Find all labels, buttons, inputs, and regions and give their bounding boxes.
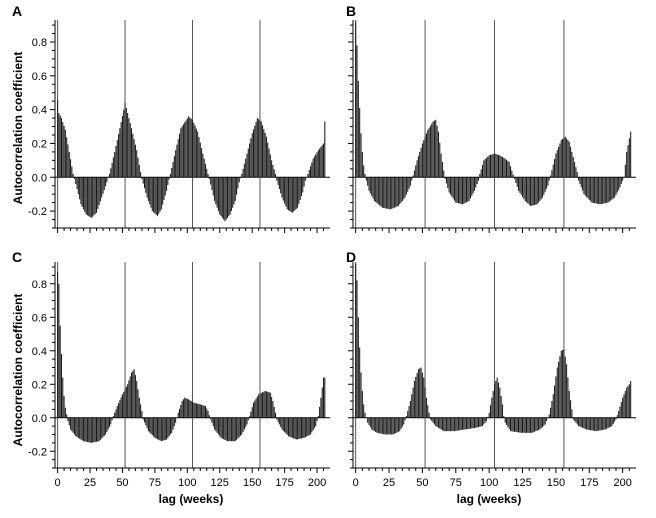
x-tick-label: 200 <box>308 477 326 489</box>
panel-label: B <box>346 3 356 19</box>
bars <box>355 21 632 210</box>
x-tick-label: 125 <box>211 477 229 489</box>
x-tick-label: 175 <box>580 477 598 489</box>
y-tick-label: -0.2 <box>28 446 47 458</box>
x-tick-label: 75 <box>450 477 462 489</box>
x-tick-label: 100 <box>178 477 196 489</box>
panel-d: D 0 25 50 75 100 125 150 175 200 <box>346 249 636 489</box>
y-tick-label: 0.2 <box>32 138 47 150</box>
x-tick-label: 0 <box>353 477 359 489</box>
bars <box>355 263 632 435</box>
x-tick-label: 150 <box>547 477 565 489</box>
y-tick-label: 0.2 <box>32 379 47 391</box>
panel-label: C <box>12 249 22 265</box>
y-tick-label: 0.4 <box>32 346 47 358</box>
panel-label: D <box>346 249 356 265</box>
x-tick-label: 50 <box>116 477 128 489</box>
panel-b: B <box>346 3 636 233</box>
x-tick-label: 75 <box>149 477 161 489</box>
x-tick-label: 25 <box>84 477 96 489</box>
y-tick-label: 0.8 <box>32 279 47 291</box>
x-tick-label: 125 <box>513 477 531 489</box>
x-tick-label: 100 <box>480 477 498 489</box>
x-tick-label: 0 <box>55 477 61 489</box>
y-tick-label: 0.6 <box>32 71 47 83</box>
x-axis-title-right: lag (weeks) <box>457 492 522 506</box>
panel-label: A <box>12 3 22 19</box>
y-tick-label: 0.0 <box>32 413 47 425</box>
x-tick-label: 150 <box>243 477 261 489</box>
panel-a: A -0.2 0.0 0.2 0.4 0.6 0.8 <box>12 3 330 233</box>
y-axis-title-bottom: Autocorrelation coefficient <box>11 294 25 447</box>
x-tick-label: 25 <box>383 477 395 489</box>
y-tick-label: 0.6 <box>32 312 47 324</box>
y-axis-title-top: Autocorrelation coefficient <box>11 52 25 205</box>
x-axis-title-left: lag (weeks) <box>159 492 224 506</box>
bars <box>57 99 326 222</box>
x-tick-label: 50 <box>416 477 428 489</box>
y-tick-label: 0.4 <box>32 105 47 117</box>
y-tick-label: -0.2 <box>28 206 47 218</box>
x-tick-label: 200 <box>613 477 631 489</box>
y-tick-label: 0.8 <box>32 37 47 49</box>
x-tick-label: 175 <box>275 477 293 489</box>
panel-c: C -0.2 0.0 0.2 0.4 0.6 0.8 0 25 50 75 100 125 150 175 2… <box>12 249 330 489</box>
bars <box>57 272 326 443</box>
y-tick-label: 0.0 <box>32 172 47 184</box>
